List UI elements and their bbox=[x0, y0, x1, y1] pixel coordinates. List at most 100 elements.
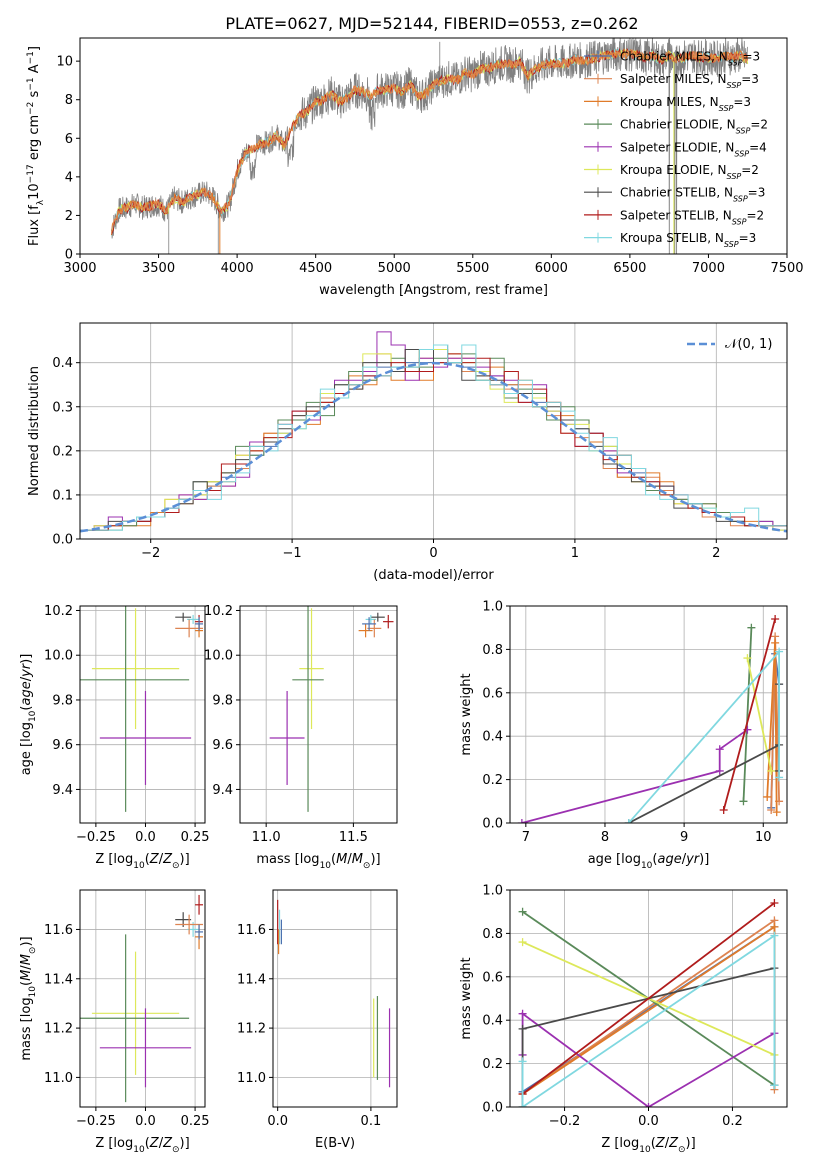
label-part: ⊙ bbox=[172, 1145, 180, 1155]
y-tick-label: 11.2 bbox=[44, 1022, 73, 1037]
mass-weight-marker bbox=[739, 797, 748, 806]
label-part: ( bbox=[145, 1136, 150, 1151]
x-tick-label: 3000 bbox=[63, 261, 96, 276]
legend-label-sub: SSP bbox=[727, 172, 742, 181]
legend-label-prefix: Salpeter ELODIE, N bbox=[620, 140, 734, 154]
mass_vs_EBV-frame bbox=[272, 889, 398, 1108]
label-part: 10 bbox=[133, 1145, 145, 1155]
errorbar-point bbox=[358, 623, 373, 638]
errorbar-point bbox=[299, 608, 324, 730]
mass_vs_Z-grid bbox=[80, 890, 205, 1107]
errorbar-point bbox=[80, 934, 190, 1103]
errorbar-point bbox=[383, 614, 394, 629]
x-tick-label: 0.25 bbox=[181, 830, 210, 845]
y-tick-label: 9.8 bbox=[212, 693, 233, 708]
y-tick-label: 10.0 bbox=[204, 649, 233, 664]
mass_vs_Z-errorbars bbox=[80, 894, 204, 1103]
x-tick-label: 4000 bbox=[221, 261, 254, 276]
y-tick-label: 0.4 bbox=[52, 356, 73, 371]
x-tick-label: 6000 bbox=[535, 261, 568, 276]
mass_vs_EBV-errorbars bbox=[277, 899, 391, 1088]
legend-label-sub: SSP bbox=[724, 240, 739, 249]
mass-weight-line bbox=[522, 902, 775, 1095]
x-tick-label: 5500 bbox=[456, 261, 489, 276]
label-part: ( bbox=[652, 852, 657, 867]
y-axis-label: mass weight bbox=[459, 673, 474, 755]
errorbar-point bbox=[91, 951, 180, 1075]
legend-label-sub: SSP bbox=[734, 149, 749, 158]
label-part: / bbox=[19, 965, 34, 970]
y-tick-label: 0.2 bbox=[482, 1057, 503, 1072]
legend-label: Kroupa ELODIE, NSSP=2 bbox=[620, 163, 759, 181]
y-tick-label: 10.2 bbox=[204, 604, 233, 619]
label-part: mass [log bbox=[19, 997, 34, 1060]
mass_vs_Z-frame bbox=[79, 889, 206, 1108]
mw_vs_age-frame bbox=[509, 605, 788, 824]
y-tick-label: 0.2 bbox=[52, 444, 73, 459]
mw_vs_age-lines bbox=[517, 615, 784, 823]
mw_vs_age-ticks: 7 8 9 10 0.0 0.2 0.4 0.6 0.8 1.0 bbox=[482, 600, 771, 846]
y-axis-label: Normed distribution bbox=[27, 366, 42, 496]
mass_vs_Z-ticks: −0.25 0.0 0.25 11.0 11.2 11.4 11.6 bbox=[44, 923, 210, 1129]
x-tick-label: 0 bbox=[429, 546, 437, 561]
label-part: 10 bbox=[639, 1145, 651, 1155]
errorbar-point bbox=[99, 691, 192, 785]
observed-spectrum bbox=[111, 38, 748, 254]
normal-curve bbox=[80, 361, 787, 533]
label-part: ⊙ bbox=[363, 861, 371, 871]
mass-weight-marker bbox=[518, 907, 527, 916]
x-tick-label: 0.0 bbox=[267, 1114, 288, 1129]
age_vs_mass-errorbars bbox=[269, 606, 394, 812]
x-tick-label: 10 bbox=[755, 830, 772, 845]
x-tick-label: 7 bbox=[522, 830, 530, 845]
label-part: ( bbox=[331, 852, 336, 867]
age_vs_Z-grid bbox=[80, 606, 205, 823]
label-part: / bbox=[665, 1136, 670, 1151]
x-tick-label: 4500 bbox=[299, 261, 332, 276]
x-tick-label: −1 bbox=[283, 546, 302, 561]
legend-label-prefix: Chabrier STELIB, N bbox=[620, 186, 733, 200]
y-tick-label: 4 bbox=[65, 170, 73, 185]
legend-label-prefix: Salpeter STELIB, N bbox=[620, 208, 732, 222]
mass_vs_EBV-grid bbox=[273, 890, 397, 1107]
legend-label-sub: SSP bbox=[736, 126, 751, 135]
legend-label-sub: SSP bbox=[732, 217, 747, 226]
legend-label: Salpeter ELODIE, NSSP=4 bbox=[620, 140, 767, 158]
label-part: 10 bbox=[320, 861, 332, 871]
label-part: s bbox=[27, 90, 42, 101]
y-tick-label: 10.0 bbox=[44, 649, 73, 664]
y-tick-label: 0.8 bbox=[482, 927, 503, 942]
mw_vs_Z-frame bbox=[509, 889, 788, 1108]
y-tick-label: 8 bbox=[65, 93, 73, 108]
errorbar-point bbox=[269, 691, 305, 785]
x-axis-label: E(B-V) bbox=[315, 1136, 355, 1151]
errorbar-point bbox=[195, 617, 204, 631]
mass-weight-marker bbox=[770, 899, 779, 908]
x-tick-label: 8 bbox=[601, 830, 609, 845]
label-part: Z bbox=[162, 852, 173, 867]
label-part: 10 bbox=[28, 986, 38, 998]
label-part: / bbox=[159, 852, 164, 867]
model-fit-line bbox=[110, 48, 749, 235]
label-part: yr bbox=[19, 662, 34, 678]
x-tick-label: −2 bbox=[141, 546, 160, 561]
y-tick-label: 9.4 bbox=[212, 783, 233, 798]
legend-label-sub: SSP bbox=[733, 194, 748, 203]
label-part: ⊙ bbox=[28, 947, 38, 955]
label-part: yr bbox=[685, 852, 701, 867]
y-tick-label: 11.0 bbox=[237, 1071, 266, 1086]
spectrum-frame bbox=[79, 37, 788, 255]
x-tick-label: −0.25 bbox=[76, 1114, 116, 1129]
y-tick-label: 0.0 bbox=[52, 533, 73, 548]
mass-weight-marker bbox=[719, 805, 728, 814]
legend-label-sub: SSP bbox=[719, 103, 734, 112]
age_vs_Z-ticks: −0.25 0.0 0.25 9.4 9.6 9.8 10.0 10.2 bbox=[44, 604, 210, 845]
label-part: E(B-V) bbox=[315, 1136, 355, 1151]
age_vs_Z-panel: −0.25 0.0 0.259.49.69.810.010.2Z [log10(Z/… bbox=[19, 604, 210, 871]
mass-weight-marker bbox=[763, 792, 772, 801]
label-part: Z [log bbox=[601, 1136, 639, 1151]
y-tick-label: 0.3 bbox=[52, 400, 73, 415]
label-part: / bbox=[159, 1136, 164, 1151]
legend-label-suffix: =3 bbox=[742, 50, 760, 64]
